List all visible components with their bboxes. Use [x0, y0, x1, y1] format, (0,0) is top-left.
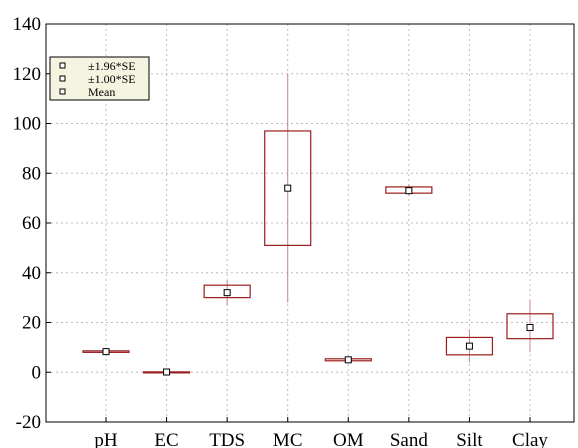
box-group-silt [445, 329, 494, 363]
mean-marker-ec [163, 368, 171, 376]
legend-symbol-box [59, 75, 66, 82]
mean-marker-clay [526, 323, 534, 331]
y-axis-ticks: -20 0 20 40 60 80 100 120 140 [13, 14, 51, 433]
y-tick-label: 120 [13, 64, 42, 85]
mean-marker-tds [223, 289, 231, 297]
box-group-tds [203, 280, 251, 306]
mean-marker-om [344, 356, 352, 364]
legend-symbol-mean [59, 88, 66, 95]
legend-symbol-whisker [59, 62, 66, 69]
x-tick-label-clay: Clay [512, 430, 548, 448]
x-tick-label-ec: EC [154, 430, 178, 448]
box-tds [203, 284, 251, 299]
mean-marker-mc [284, 184, 292, 192]
x-axis-ticks: pH EC TDS MC OM Sand Silt Clay [94, 417, 548, 448]
box-mc [264, 130, 312, 246]
legend-box [49, 56, 150, 101]
box-group-mc [264, 73, 312, 303]
x-tick-label-om: OM [333, 430, 364, 448]
x-tick-label-sand: Sand [390, 430, 429, 448]
y-tick-label: 100 [13, 114, 42, 135]
box-group-clay [506, 300, 554, 353]
y-tick-label: 140 [13, 14, 42, 35]
x-tick-label-mc: MC [273, 430, 303, 448]
y-tick-label: 60 [22, 213, 41, 234]
box-silt [445, 336, 494, 356]
y-tick-label: -20 [16, 412, 41, 433]
mean-marker-ph [102, 348, 110, 356]
y-tick-label: 40 [22, 263, 41, 284]
box-group-ph [82, 348, 130, 356]
x-tick-label-ph: pH [94, 430, 118, 448]
box-clay [506, 313, 554, 340]
y-tick-label: 80 [22, 163, 41, 184]
x-tick-label-silt: Silt [456, 430, 483, 448]
mean-marker-sand [405, 187, 413, 195]
legend-label-mean: Mean [88, 85, 115, 99]
legend-label-box: ±1.00*SE [88, 72, 136, 86]
box-group-om [324, 356, 372, 364]
x-tick-label-tds: TDS [209, 430, 245, 448]
box-group-sand [385, 184, 433, 196]
y-tick-label: 20 [22, 313, 41, 334]
legend-label-whisker: ±1.96*SE [88, 59, 136, 73]
y-tick-label: 0 [32, 362, 42, 383]
box-group-ec [142, 368, 191, 376]
mean-marker-silt [465, 342, 473, 350]
box-plot-marks [82, 73, 554, 376]
